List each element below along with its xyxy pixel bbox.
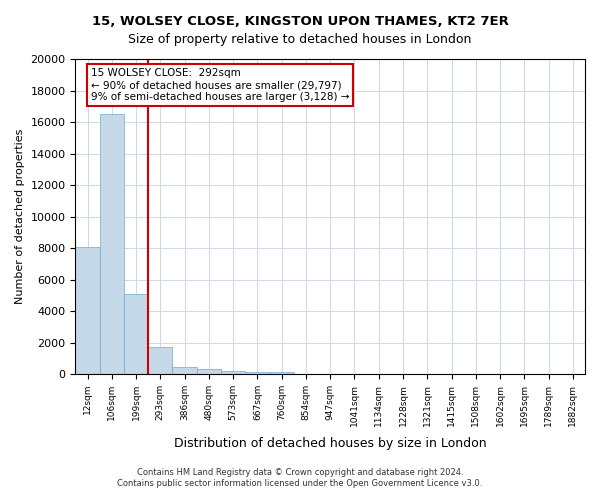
X-axis label: Distribution of detached houses by size in London: Distribution of detached houses by size …	[174, 437, 487, 450]
Text: 15 WOLSEY CLOSE:  292sqm
← 90% of detached houses are smaller (29,797)
9% of sem: 15 WOLSEY CLOSE: 292sqm ← 90% of detache…	[91, 68, 349, 102]
Y-axis label: Number of detached properties: Number of detached properties	[15, 129, 25, 304]
Bar	[221, 371, 245, 374]
Bar	[197, 369, 221, 374]
Bar	[269, 372, 294, 374]
Bar	[124, 294, 148, 374]
Bar	[100, 114, 124, 374]
Text: Contains HM Land Registry data © Crown copyright and database right 2024.
Contai: Contains HM Land Registry data © Crown c…	[118, 468, 482, 487]
Text: Size of property relative to detached houses in London: Size of property relative to detached ho…	[128, 32, 472, 46]
Bar	[76, 247, 100, 374]
Bar	[245, 372, 269, 374]
Bar	[148, 348, 172, 374]
Bar	[172, 368, 197, 374]
Text: 15, WOLSEY CLOSE, KINGSTON UPON THAMES, KT2 7ER: 15, WOLSEY CLOSE, KINGSTON UPON THAMES, …	[92, 15, 508, 28]
